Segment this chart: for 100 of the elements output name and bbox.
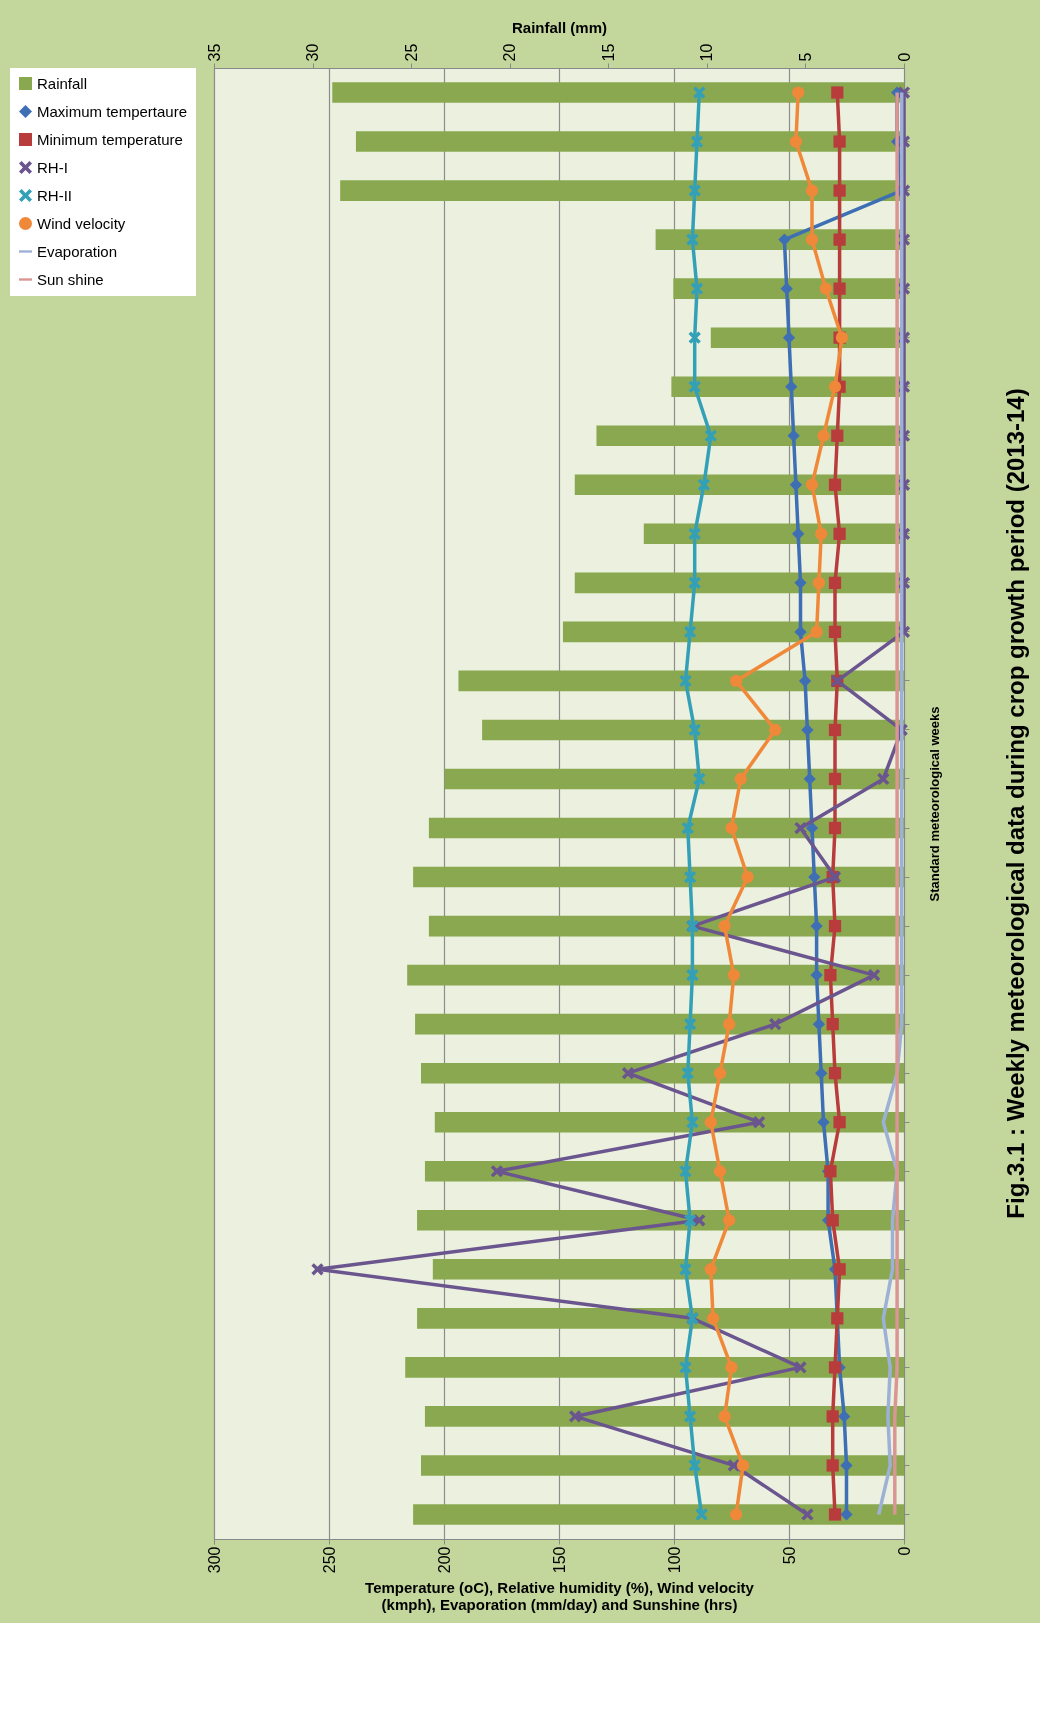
point [725,1361,738,1374]
point [805,184,819,197]
point [817,429,830,442]
point [568,1410,582,1423]
point [828,625,842,639]
point [769,1018,782,1031]
point [812,1018,826,1031]
point [867,968,881,982]
point [686,233,699,246]
point [683,1214,697,1227]
point [826,1410,839,1423]
point [695,1508,708,1521]
point [725,821,738,835]
point [727,969,740,982]
point [831,86,844,99]
x2-tick-label: 25 [402,43,420,62]
x-tick-label: 300 [205,1546,223,1574]
x-tick-label: 200 [435,1546,453,1574]
point [679,1165,692,1178]
point [828,919,842,933]
x2-tick-label: 5 [796,52,814,62]
x-tick-label: 250 [320,1546,338,1574]
point [826,1459,839,1472]
point [683,870,697,884]
point [789,135,803,148]
x2-tick-label: 30 [304,43,322,62]
point [810,968,823,982]
point [688,576,701,589]
point [736,1459,750,1472]
point [729,1508,743,1521]
point [679,674,692,688]
point [805,821,819,835]
point [833,282,846,295]
point [690,282,704,295]
x-tick-label: 150 [550,1546,568,1574]
x-tick-label: 50 [780,1546,798,1565]
point [828,380,842,393]
y-axis-title: Standard meteorological weeks [926,706,942,902]
x-tick-label: 0 [895,1546,913,1556]
point [794,625,807,639]
point [718,919,731,933]
point [688,527,701,540]
point [688,380,701,393]
legend-label: Minimum temperature [37,130,183,148]
point [805,233,819,246]
point [828,1067,842,1080]
point [752,1116,766,1129]
point [713,1165,727,1178]
x2-axis-title: Rainfall (mm) [511,18,608,36]
point [679,1263,692,1276]
point [792,86,805,99]
point [311,1263,324,1276]
point [828,772,842,786]
point [828,478,842,491]
point [803,772,816,786]
point [683,625,697,639]
point [828,1508,842,1521]
point [693,772,706,786]
legend-label: Maximum tempertaure [37,102,188,120]
legend-label: RH-II [37,186,72,204]
point [815,527,828,540]
point [801,723,814,737]
point [683,1018,697,1031]
point [826,1214,839,1227]
point [679,1361,692,1374]
point [693,86,706,99]
point [828,723,842,737]
x2-tick-label: 20 [501,43,519,62]
point [706,1312,720,1325]
point [723,1214,736,1227]
point [729,674,743,688]
point [833,184,846,197]
point [741,870,754,884]
point [688,331,701,344]
point [490,1165,504,1178]
point [828,1361,842,1374]
point [704,429,717,442]
point [833,1263,846,1276]
point [824,968,837,982]
point [812,576,826,589]
x-tick-label: 100 [665,1546,683,1574]
point [683,1410,697,1423]
point [833,135,846,148]
point [801,1508,814,1521]
point [769,723,782,737]
point [831,429,844,442]
point [810,919,823,933]
point [785,380,798,393]
point [808,870,821,884]
legend-label: Evaporation [37,242,118,260]
point [621,1067,635,1080]
point [805,478,819,491]
legend-label: RH-I [37,158,68,176]
point [697,478,711,491]
point [819,282,832,295]
legend-label: Sun shine [37,270,104,288]
point [688,723,701,737]
x2-tick-label: 0 [895,52,913,62]
x2-tick-label: 10 [698,43,716,62]
x2-tick-label: 35 [205,43,223,62]
